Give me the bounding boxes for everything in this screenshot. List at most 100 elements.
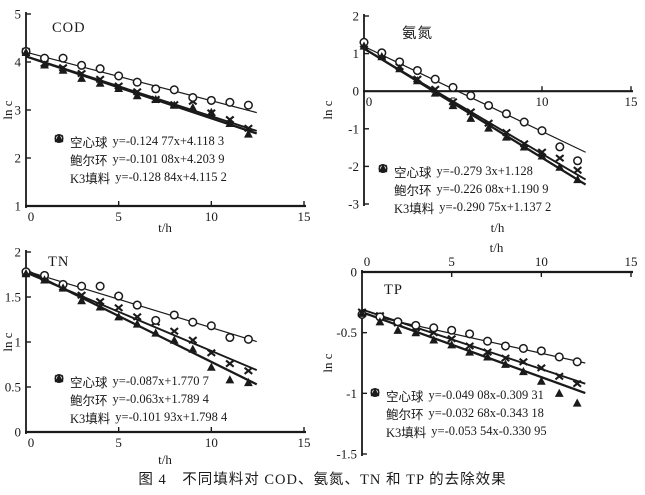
svg-text:1: 1: [15, 199, 22, 214]
legend-item: 鲍尔环 y=-0.063x+1.789 4: [50, 373, 227, 408]
series-name: 空心球: [70, 375, 108, 390]
series-name: K3填料: [386, 425, 427, 440]
svg-text:5: 5: [115, 209, 122, 224]
svg-text:1.5: 1.5: [5, 290, 21, 305]
series-equation: y=-0.053 54x-0.330 95: [431, 423, 547, 438]
legend-cod: 空心球 y=-0.124 77x+4.118 3 鲍尔环 y=-0.101 08…: [50, 132, 227, 186]
series-name: K3填料: [394, 201, 435, 216]
svg-text:10: 10: [536, 94, 549, 109]
series-equation: y=-0.290 75x+1.137 2: [439, 199, 552, 214]
series-equation: y=-0.063x+1.789 4: [112, 391, 209, 406]
legend-item: 空心球 y=-0.087x+1.770 7: [50, 372, 227, 390]
legend-item: 空心球 y=-0.049 08x-0.309 31: [366, 386, 547, 404]
legend-item: K3填料 y=-0.128 84x+4.115 2: [50, 133, 227, 186]
svg-text:5: 5: [448, 254, 455, 269]
triangle-marker-icon: [50, 133, 70, 184]
svg-text:0: 0: [353, 84, 360, 99]
svg-text:2: 2: [353, 9, 360, 24]
circle-marker-icon: [374, 163, 394, 196]
legend-item: 鲍尔环 y=-0.226 08x+1.190 9: [374, 163, 551, 198]
series-name: K3填料: [70, 171, 111, 186]
svg-text:0: 0: [351, 265, 358, 280]
cod-chart-canvas: 1 2 3 4 5 0 5 10 15 t/h ln c: [2, 7, 311, 236]
svg-text:10: 10: [535, 254, 548, 269]
triangle-marker-icon: [50, 373, 70, 424]
figure-caption: 图 4 不同填料对 COD、氨氮、TN 和 TP 的去除效果: [138, 472, 507, 488]
triangle-marker-icon: [374, 163, 394, 214]
svg-text:t/h: t/h: [158, 452, 172, 467]
series-name: 鲍尔环: [394, 183, 432, 198]
svg-text:t/h: t/h: [158, 220, 172, 235]
series-equation: y=-0.087x+1.770 7: [112, 373, 209, 388]
circle-marker-icon: [50, 373, 70, 406]
svg-text:2: 2: [15, 151, 22, 166]
svg-text:15: 15: [625, 254, 638, 269]
plot-title-cod: COD: [52, 20, 86, 36]
circle-marker-icon: [50, 133, 70, 166]
subplot-tn: 0 0.5 1 1.5 2 0 5 10 15 t/h ln c TN 空心球 y=-0.087x+…: [2, 240, 320, 468]
legend-item: 空心球 y=-0.124 77x+4.118 3: [50, 132, 227, 150]
subplot-cod: 1 2 3 4 5 0 5 10 15 t/h ln c COD 空心球 y=-0.124 77x+…: [2, 4, 320, 236]
svg-text:ln c: ln c: [2, 100, 15, 119]
svg-text:15: 15: [298, 435, 311, 450]
series-name: 空心球: [394, 165, 432, 180]
svg-text:-2: -2: [348, 159, 359, 174]
legend-item: K3填料 y=-0.101 93x+1.798 4: [50, 373, 228, 426]
ammonia-nitrogen-chart-canvas: -3-2-1012051015t/hln c: [322, 9, 638, 236]
svg-text:ln c: ln c: [2, 332, 15, 351]
legend-ammonia-nitrogen: 空心球 y=-0.279 3x+1.128 鲍尔环 y=-0.226 08x+1…: [374, 162, 551, 216]
series-equation: y=-0.101 08x+4.203 9: [112, 151, 225, 166]
series-name: 鲍尔环: [70, 393, 108, 408]
svg-text:2: 2: [15, 245, 22, 260]
legend-item: 鲍尔环 y=-0.101 08x+4.203 9: [50, 133, 227, 168]
plot-title-ammonia-nitrogen: 氨氮: [402, 26, 433, 42]
svg-text:15: 15: [625, 94, 638, 109]
svg-text:3: 3: [15, 103, 22, 118]
circle-marker-icon: [366, 387, 386, 420]
series-name: 鲍尔环: [70, 153, 108, 168]
svg-text:5: 5: [115, 435, 122, 450]
svg-text:t/h: t/h: [490, 240, 504, 255]
tn-chart-canvas: 0 0.5 1 1.5 2 0 5 10 15 t/h ln c: [2, 245, 311, 468]
legend-tp: 空心球 y=-0.049 08x-0.309 31 鲍尔环 y=-0.032 6…: [366, 386, 547, 440]
series-name: 空心球: [70, 135, 108, 150]
svg-text:0: 0: [364, 254, 371, 269]
svg-text:ln c: ln c: [322, 100, 335, 119]
svg-text:0.5: 0.5: [5, 380, 21, 395]
svg-text:10: 10: [205, 209, 218, 224]
svg-text:0: 0: [15, 425, 22, 440]
svg-text:1: 1: [15, 335, 22, 350]
series-name: 空心球: [386, 389, 424, 404]
series-equation: y=-0.101 93x+1.798 4: [115, 409, 228, 424]
triangle-marker-icon: [366, 387, 386, 438]
series-name: 鲍尔环: [386, 407, 424, 422]
series-equation: y=-0.049 08x-0.309 31: [428, 387, 544, 402]
svg-text:t/h: t/h: [491, 220, 505, 235]
svg-text:-1: -1: [346, 386, 357, 401]
legend-tn: 空心球 y=-0.087x+1.770 7 鲍尔环 y=-0.063x+1.78…: [50, 372, 227, 426]
series-equation: y=-0.279 3x+1.128: [436, 163, 533, 178]
series-equation: y=-0.124 77x+4.118 3: [112, 133, 225, 148]
series-equation: y=-0.128 84x+4.115 2: [115, 169, 227, 184]
tp-chart-canvas: -1.5 -1 -0.5 00 5 10 15 t/h ln c: [322, 240, 638, 462]
subplot-tp: -1.5 -1 -0.5 00 5 10 15 t/h ln c TP 空心球 y=-0.049…: [322, 240, 645, 468]
svg-text:10: 10: [205, 435, 218, 450]
svg-text:-1: -1: [348, 121, 359, 136]
svg-text:0: 0: [28, 209, 35, 224]
series-equation: y=-0.226 08x+1.190 9: [436, 181, 549, 196]
svg-text:-1.5: -1.5: [336, 447, 357, 462]
svg-text:0: 0: [28, 435, 35, 450]
series-name: K3填料: [70, 411, 111, 426]
svg-text:1: 1: [353, 46, 360, 61]
subplot-ammonia-nitrogen: -3-2-1012051015t/hln c 氨氮 空心球 y=-0.279 3…: [322, 4, 645, 236]
svg-text:5: 5: [15, 7, 22, 22]
svg-text:4: 4: [15, 55, 22, 70]
svg-text:-3: -3: [348, 197, 359, 212]
svg-text:ln c: ln c: [322, 353, 335, 372]
plot-title-tp: TP: [384, 282, 403, 298]
plot-title-tn: TN: [48, 254, 70, 270]
svg-text:-0.5: -0.5: [336, 325, 357, 340]
legend-item: K3填料 y=-0.290 75x+1.137 2: [374, 163, 552, 216]
legend-item: K3填料 y=-0.053 54x-0.330 95: [366, 387, 547, 440]
